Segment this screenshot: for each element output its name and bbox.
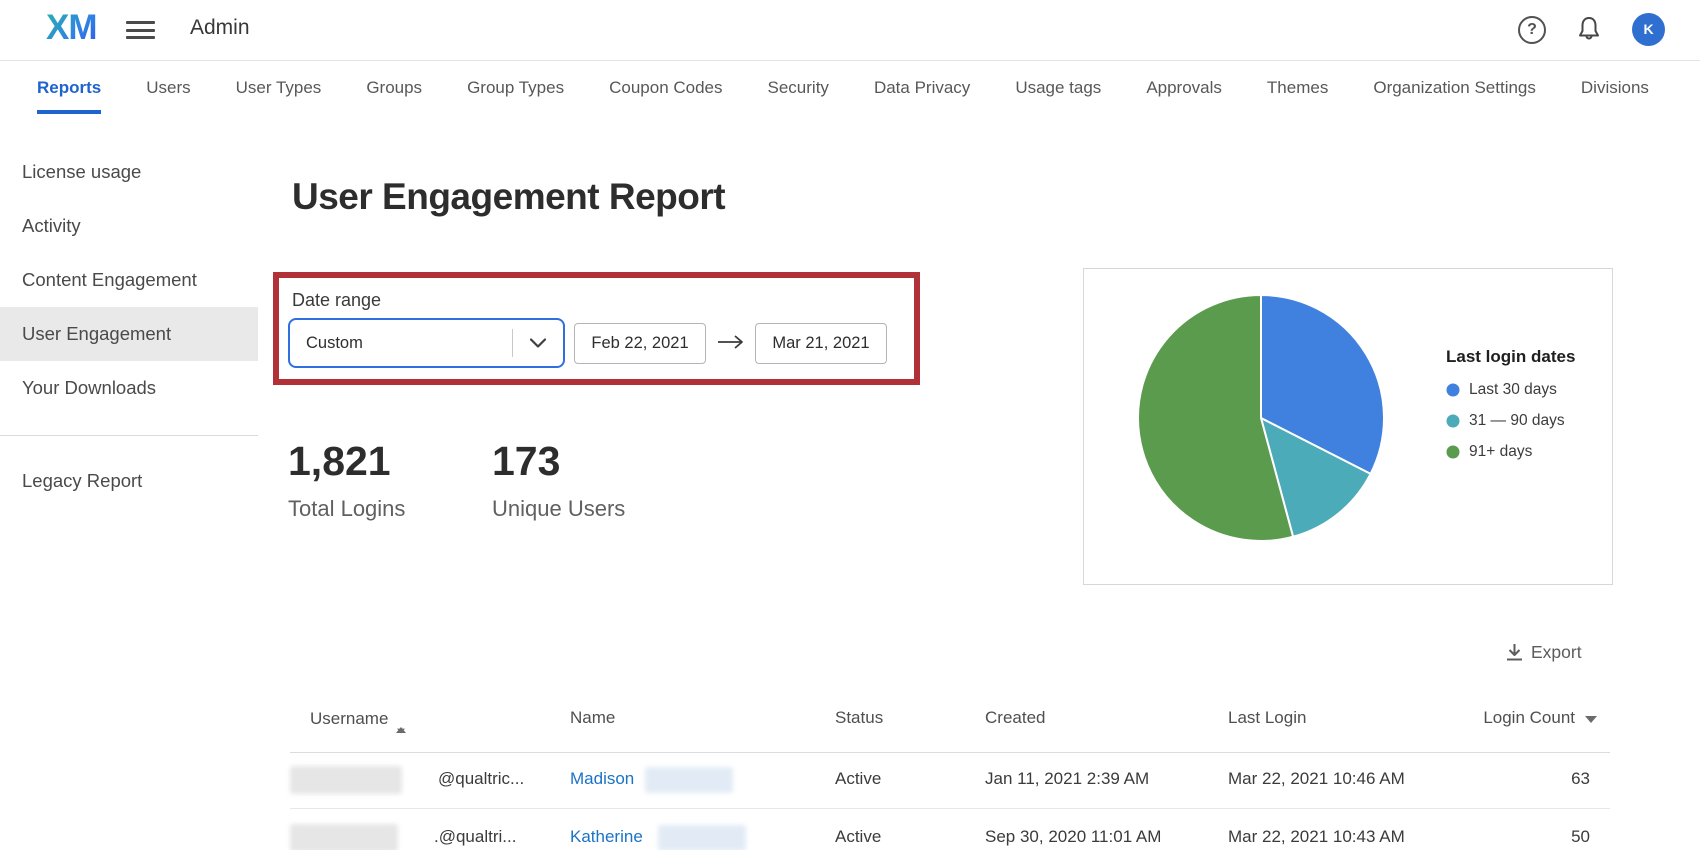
legend-item-91-plus-days: 91+ days (1446, 443, 1575, 461)
chevron-down-icon (513, 338, 563, 348)
help-icon[interactable]: ? (1518, 16, 1546, 44)
user-name-link[interactable]: Madison (570, 769, 635, 788)
reports-sidebar: License usage Activity Content Engagemen… (0, 113, 260, 508)
legend-dot-green (1446, 445, 1460, 459)
date-range-preset-select[interactable]: Custom (288, 318, 565, 368)
sidebar-item-legacy-report[interactable]: Legacy Report (22, 470, 143, 491)
created-cell: Sep 30, 2020 11:01 AM (985, 827, 1162, 846)
tab-groups[interactable]: Groups (366, 77, 423, 97)
tab-organization-settings[interactable]: Organization Settings (1373, 77, 1536, 97)
tab-approvals[interactable]: Approvals (1146, 77, 1222, 97)
login-count-cell: 63 (1571, 769, 1590, 788)
redacted-last-name (645, 767, 733, 793)
red-highlight-annotation (273, 272, 920, 385)
notifications-bell-icon[interactable] (1575, 15, 1603, 45)
tab-usage-tags[interactable]: Usage tags (1015, 77, 1102, 97)
tab-themes[interactable]: Themes (1266, 77, 1329, 97)
tab-coupon-codes[interactable]: Coupon Codes (609, 77, 723, 97)
unique-users-label: Unique Users (492, 496, 626, 521)
tab-security[interactable]: Security (767, 77, 829, 97)
redacted-username (290, 766, 402, 794)
start-date-input[interactable]: Feb 22, 2021 (574, 323, 706, 364)
user-name-link[interactable]: Katherine (570, 827, 643, 846)
column-header-login-count[interactable]: Login Count (1483, 708, 1597, 728)
top-bar: XM Admin ? K (0, 0, 1700, 60)
redacted-last-name (658, 825, 746, 850)
select-divider (512, 329, 513, 357)
column-header-created[interactable]: Created (985, 708, 1046, 727)
tab-divisions[interactable]: Divisions (1580, 77, 1649, 97)
status-cell: Active (835, 827, 882, 846)
table-header-divider (290, 752, 1610, 753)
legend-item-last-30-days: Last 30 days (1446, 381, 1575, 399)
sidebar-item-license-usage[interactable]: License usage (22, 161, 142, 182)
sidebar-item-content-engagement[interactable]: Content Engagement (22, 269, 197, 290)
username-suffix: .@qualtri... (434, 827, 517, 846)
export-button[interactable]: Export (1505, 642, 1582, 663)
app-title: Admin (190, 16, 250, 39)
page-title: User Engagement Report (292, 176, 726, 217)
created-cell: Jan 11, 2021 2:39 AM (985, 769, 1150, 788)
user-avatar[interactable]: K (1632, 13, 1665, 46)
tab-users[interactable]: Users (146, 77, 191, 97)
admin-tab-bar: Reports Users User Types Groups Group Ty… (0, 60, 1700, 114)
tab-user-types[interactable]: User Types (235, 77, 322, 97)
legend-dot-teal (1446, 414, 1460, 428)
redacted-username (290, 824, 398, 850)
unique-users-value: 173 (492, 438, 561, 484)
username-suffix: @qualtric... (438, 769, 525, 788)
sidebar-item-your-downloads[interactable]: Your Downloads (22, 377, 157, 398)
login-count-cell: 50 (1571, 827, 1590, 846)
chart-legend: Last login dates Last 30 days 31 — 90 da… (1446, 347, 1575, 474)
row-divider (290, 808, 1610, 809)
sort-icon[interactable] (396, 708, 407, 734)
column-header-name[interactable]: Name (570, 708, 616, 727)
legend-item-31-90-days: 31 — 90 days (1446, 412, 1575, 430)
tab-data-privacy[interactable]: Data Privacy (873, 77, 971, 97)
last-login-cell: Mar 22, 2021 10:43 AM (1228, 827, 1405, 846)
column-header-username[interactable]: Username (310, 708, 407, 734)
tab-group-types[interactable]: Group Types (467, 77, 565, 97)
sidebar-item-user-engagement[interactable]: User Engagement (0, 307, 258, 361)
last-login-cell: Mar 22, 2021 10:46 AM (1228, 769, 1405, 788)
legend-title: Last login dates (1446, 347, 1576, 366)
legend-dot-blue (1446, 383, 1460, 397)
tab-reports[interactable]: Reports (37, 61, 102, 114)
end-date-input[interactable]: Mar 21, 2021 (755, 323, 887, 364)
total-logins-value: 1,821 (288, 438, 391, 484)
status-cell: Active (835, 769, 882, 788)
pie-chart (1137, 294, 1385, 542)
column-header-status[interactable]: Status (835, 708, 884, 727)
export-label: Export (1531, 642, 1582, 662)
column-header-last-login[interactable]: Last Login (1228, 708, 1307, 727)
xm-logo[interactable]: XM (46, 8, 97, 47)
last-login-chart-card: Last login dates Last 30 days 31 — 90 da… (1083, 268, 1613, 585)
date-range-label: Date range (292, 290, 382, 310)
arrow-right-icon (717, 333, 745, 356)
date-range-preset-value: Custom (306, 333, 363, 352)
hamburger-menu-icon[interactable] (126, 21, 155, 39)
sidebar-item-activity[interactable]: Activity (22, 215, 81, 236)
sidebar-divider (0, 435, 258, 436)
download-icon (1507, 644, 1522, 661)
total-logins-label: Total Logins (288, 496, 406, 521)
sort-desc-icon[interactable] (1585, 716, 1597, 723)
